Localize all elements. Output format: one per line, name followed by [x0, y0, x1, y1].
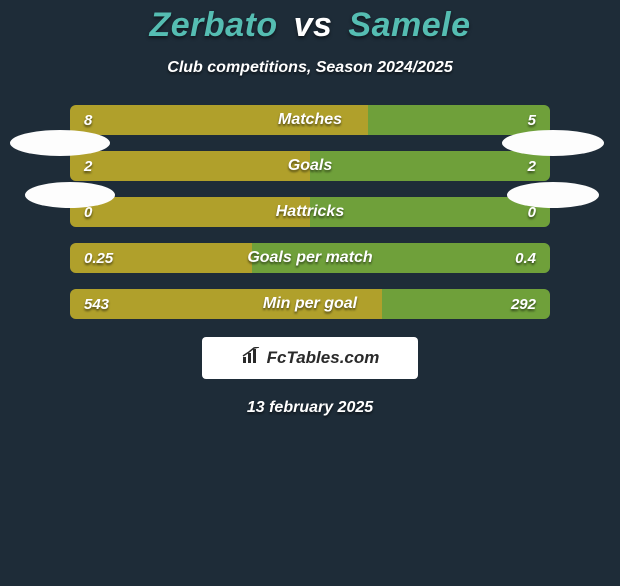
subtitle: Club competitions, Season 2024/2025 [0, 59, 620, 77]
title-vs: vs [294, 6, 333, 44]
stat-row: 22Goals [70, 151, 550, 181]
metric-label: Goals per match [70, 243, 550, 273]
date-value: 13 february 2025 [247, 399, 373, 416]
title-player2: Samele [348, 6, 470, 44]
stat-row: 85Matches [70, 105, 550, 135]
brand-inner: FcTables.com [241, 347, 380, 370]
metric-label: Matches [70, 105, 550, 135]
metric-label: Goals [70, 151, 550, 181]
stat-row: 0.250.4Goals per match [70, 243, 550, 273]
subtitle-text: Club competitions, Season 2024/2025 [167, 59, 452, 76]
brand-box: FcTables.com [202, 337, 418, 379]
date-text: 13 february 2025 [0, 399, 620, 417]
chart-icon [241, 347, 261, 370]
metric-label: Min per goal [70, 289, 550, 319]
page-title: Zerbato vs Samele [0, 6, 620, 45]
stat-row: 00Hattricks [70, 197, 550, 227]
stat-row: 543292Min per goal [70, 289, 550, 319]
metric-label: Hattricks [70, 197, 550, 227]
title-player1: Zerbato [149, 6, 277, 44]
comparison-rows: 85Matches 22Goals 00Hattricks 0.250.4Goals … [70, 105, 550, 319]
brand-text: FcTables.com [267, 348, 380, 368]
